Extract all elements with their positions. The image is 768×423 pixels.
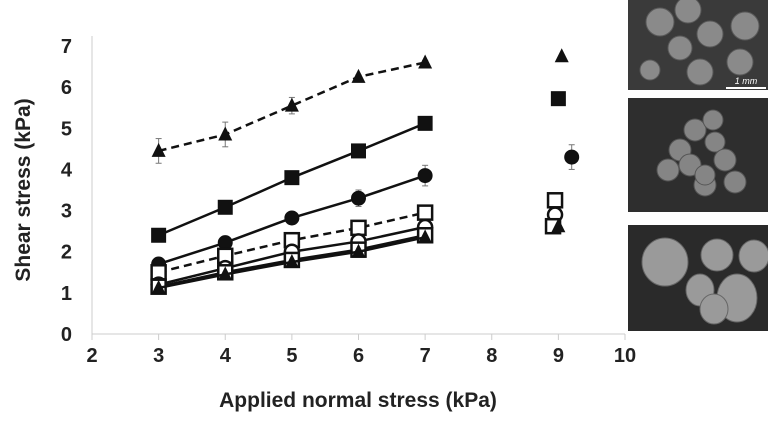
- triangle-marker: [418, 229, 433, 244]
- x-tick-label: 5: [286, 345, 297, 367]
- open-square-marker: [546, 192, 564, 209]
- y-tick-label: 7: [61, 36, 72, 58]
- filled-square-marker: [151, 227, 167, 243]
- series-4: [150, 192, 564, 281]
- triangle-marker: [151, 142, 166, 157]
- filled-square-marker: [417, 115, 433, 131]
- triangle-marker: [351, 243, 366, 258]
- y-tick-label: 4: [61, 159, 73, 181]
- triangle-marker: [151, 279, 166, 294]
- filled-circle-marker: [564, 149, 580, 165]
- filled-circle-marker: [284, 210, 300, 226]
- y-tick-label: 2: [61, 242, 72, 264]
- data-marks: [150, 48, 580, 295]
- filled-circle-marker: [217, 235, 233, 251]
- y-tick-label: 5: [61, 118, 72, 140]
- series-2: [151, 91, 566, 243]
- x-tick-label: 10: [614, 345, 636, 367]
- x-tick-label: 8: [486, 345, 497, 367]
- series-1: [151, 48, 569, 164]
- x-tick-label: 2: [86, 345, 97, 367]
- open-square-marker: [350, 219, 367, 237]
- x-tick-label: 9: [553, 345, 564, 367]
- triangle-marker: [218, 126, 233, 141]
- x-tick-label: 6: [353, 345, 364, 367]
- triangle-marker: [218, 266, 233, 281]
- filled-circle-marker: [417, 168, 433, 184]
- y-tick-label: 6: [61, 77, 72, 99]
- triangle-marker: [418, 54, 433, 69]
- filled-square-marker: [284, 170, 300, 186]
- y-tick-label: 1: [61, 283, 72, 305]
- axes: 2 3 4 5 6 7 8 9 10 0 1 2 3 4 5 6 7: [61, 36, 636, 367]
- x-axis-label: Applied normal stress (kPa): [219, 389, 497, 412]
- triangle-marker: [554, 48, 569, 63]
- scale-bar-label: 1 mm: [735, 76, 758, 86]
- filled-square-marker: [351, 143, 366, 159]
- triangle-marker: [284, 254, 299, 268]
- y-axis-label: Shear stress (kPa): [12, 98, 35, 281]
- triangle-marker: [351, 68, 366, 83]
- triangle-marker: [551, 218, 566, 233]
- series-3: [151, 144, 580, 272]
- x-tick-label: 4: [220, 345, 232, 367]
- x-tick-label: 7: [420, 345, 431, 367]
- filled-square-marker: [550, 91, 566, 107]
- triangle-marker: [284, 97, 299, 112]
- filled-square-marker: [217, 199, 233, 215]
- y-tick-label: 3: [61, 201, 72, 223]
- series-line: [158, 61, 426, 153]
- sem-image-aggregated-spheres: [628, 98, 768, 212]
- sem-image-rough-particles: [628, 225, 768, 331]
- y-tick-label: 0: [61, 324, 72, 346]
- sem-image-smooth-spheres: 1 mm: [628, 0, 768, 90]
- x-tick-label: 3: [153, 345, 164, 367]
- filled-circle-marker: [351, 190, 366, 206]
- series-7: [151, 218, 566, 294]
- open-square-marker: [416, 204, 434, 221]
